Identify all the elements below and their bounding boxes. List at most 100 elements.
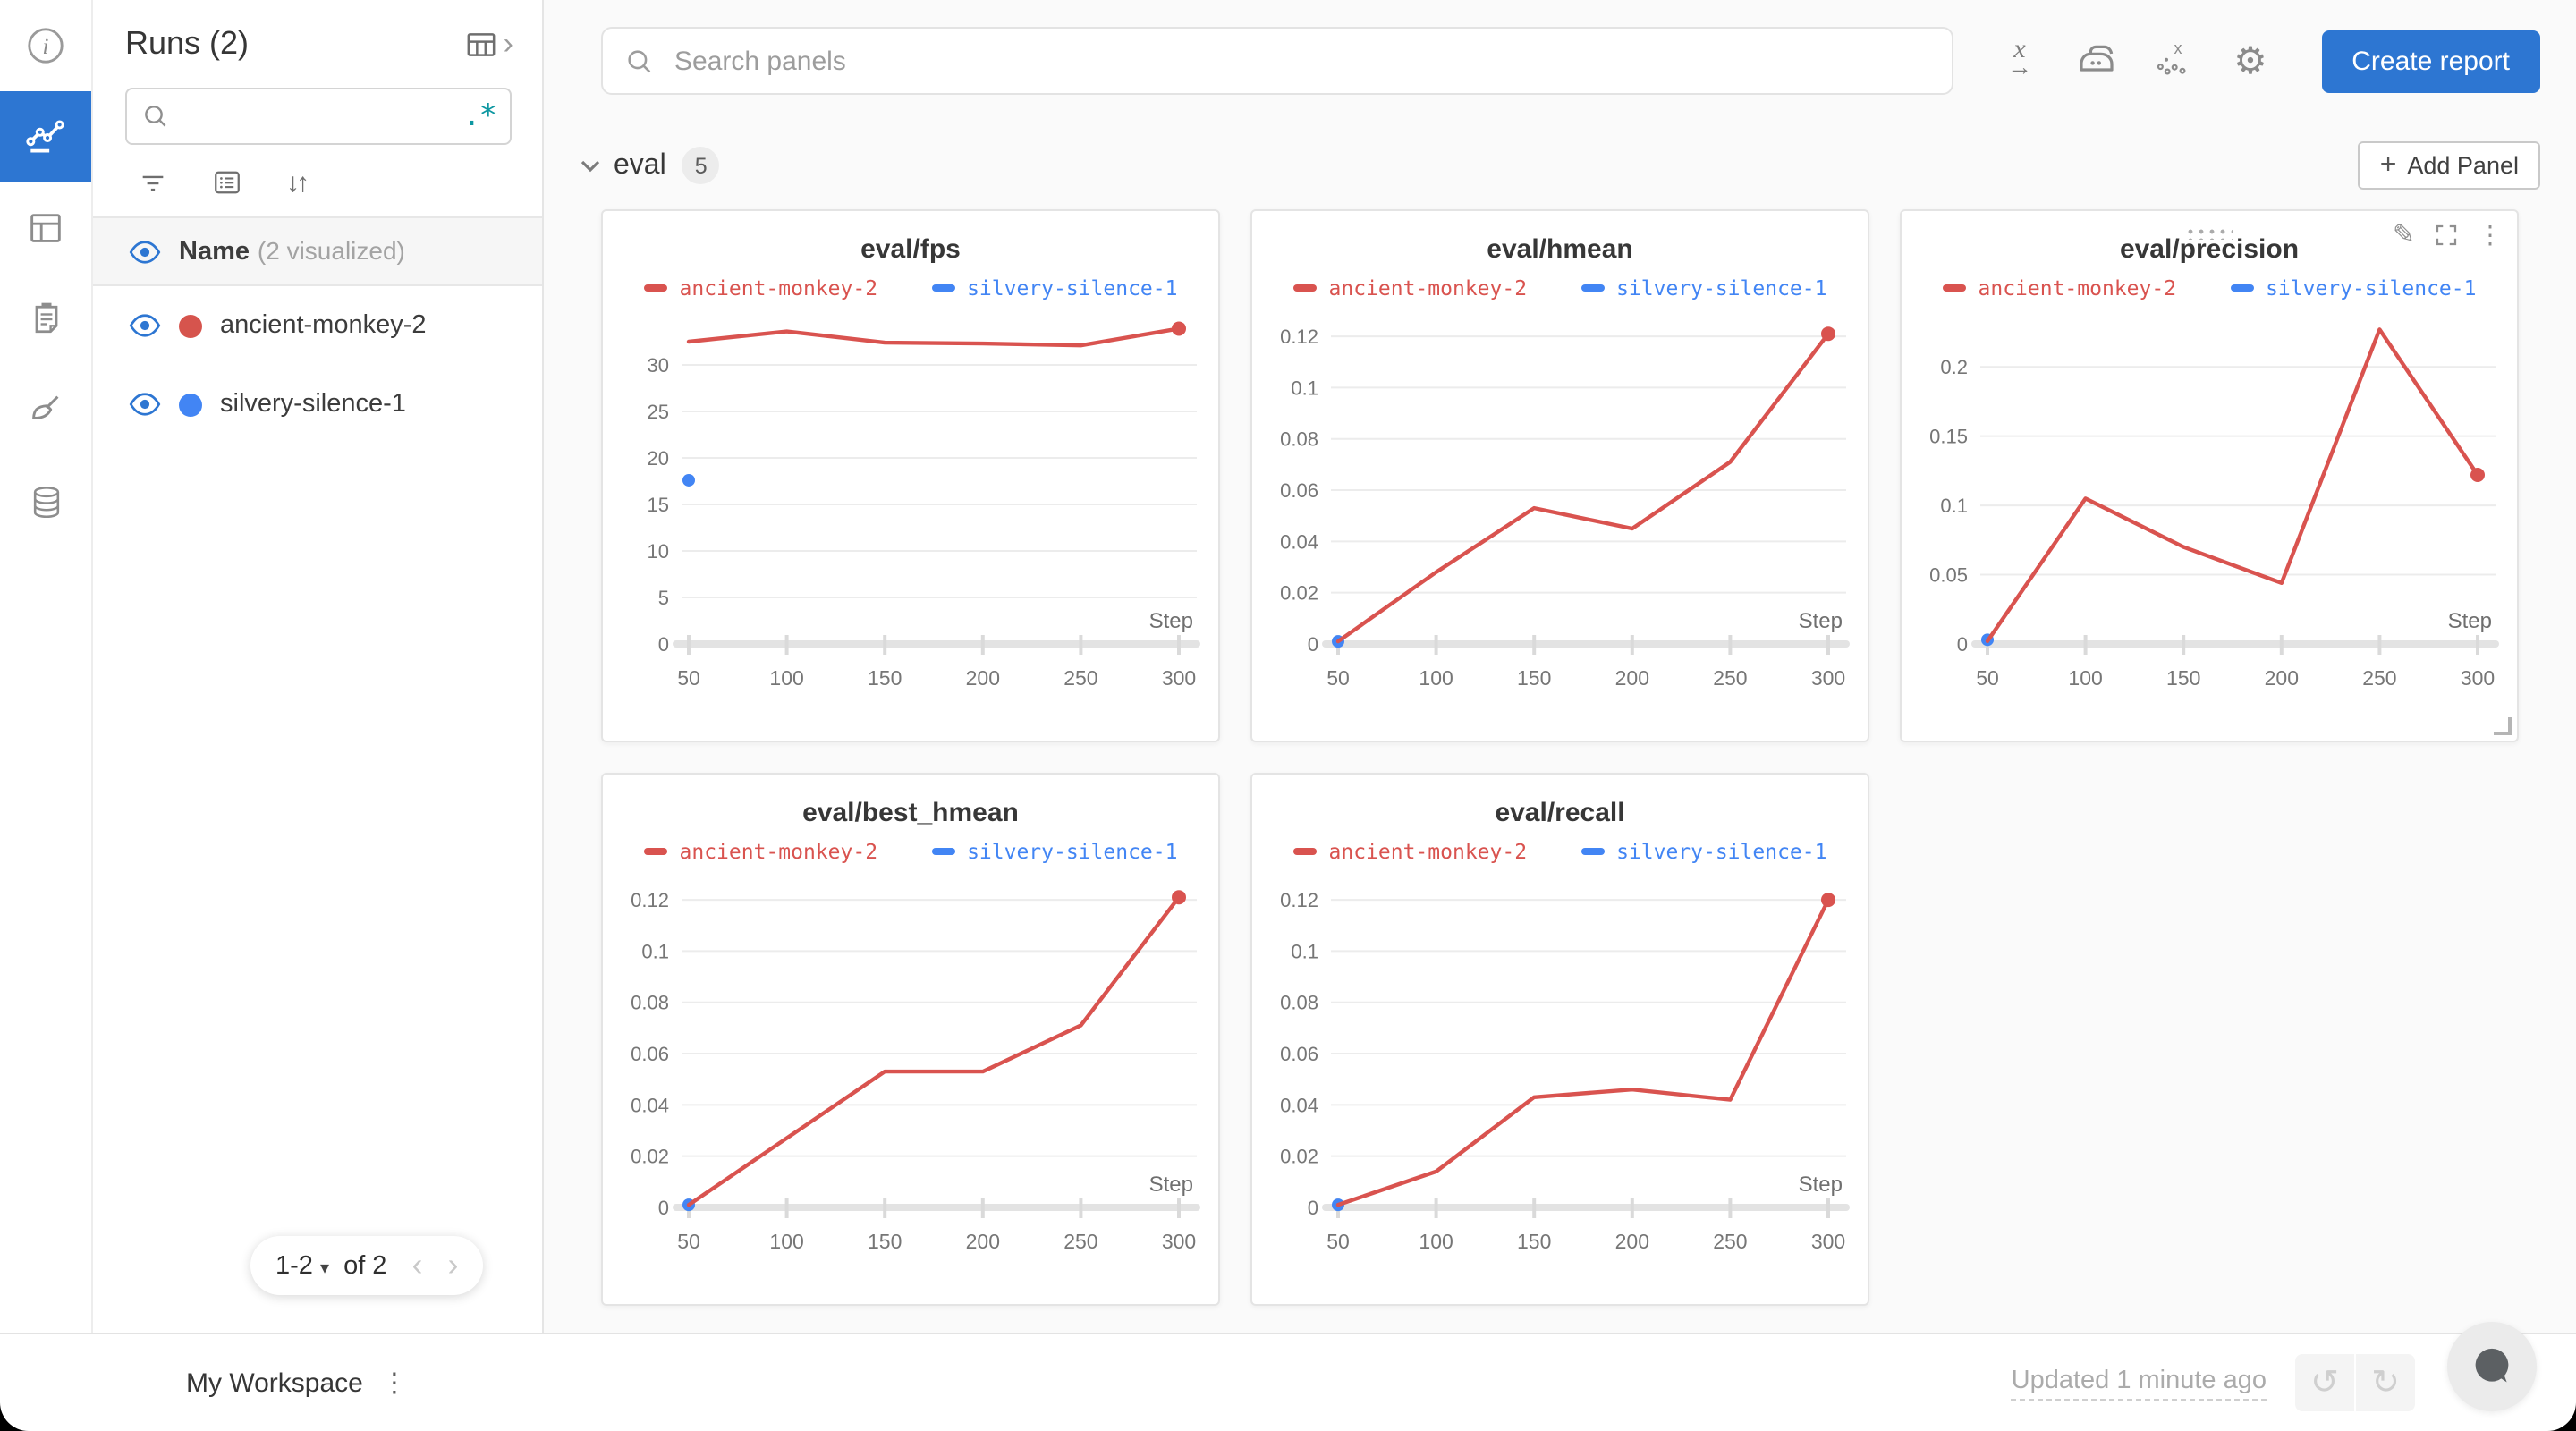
runs-column-header[interactable]: Name (2 visualized) (91, 216, 542, 286)
line-chart[interactable]: 0 0.02 0.04 0.06 0.08 0.1 0.12 50 100 150 200 250 30… (603, 871, 1222, 1272)
line-chart[interactable]: 0 0.02 0.04 0.06 0.08 0.1 0.12 50 100 150 200 250 30… (1252, 871, 1871, 1272)
drag-handle-icon[interactable] (2185, 227, 2233, 240)
data-point (1821, 326, 1835, 342)
smoothing-iron-icon[interactable] (2073, 38, 2120, 84)
legend-item[interactable]: ancient-monkey-2 (1942, 275, 2176, 301)
caret-down-icon: ▾ (320, 1258, 330, 1278)
section-title[interactable]: eval (614, 149, 666, 180)
expand-chevron-icon[interactable]: › (503, 26, 513, 60)
visibility-eye-icon[interactable] (129, 392, 161, 417)
nav-artifacts[interactable] (0, 456, 91, 547)
y-tick-label: 0.1 (1291, 940, 1318, 962)
chat-widget-button[interactable] (2447, 1322, 2537, 1411)
visibility-eye-icon[interactable] (129, 313, 161, 338)
nav-logs[interactable] (0, 274, 91, 365)
x-axis-settings-icon[interactable]: x → (2007, 35, 2032, 81)
run-name[interactable]: ancient-monkey-2 (220, 311, 427, 340)
line-chart[interactable]: 0 0.05 0.1 0.15 0.2 50 100 150 200 250 300 Step (1902, 308, 2521, 708)
outliers-icon[interactable]: x (2150, 38, 2197, 84)
next-page-button[interactable]: › (447, 1247, 459, 1283)
nav-overview[interactable]: i (0, 0, 91, 91)
y-tick-label: 0.05 (1929, 564, 1968, 587)
legend-swatch (1292, 284, 1317, 292)
group-list-icon[interactable] (211, 166, 243, 199)
x-tick-label: 100 (1419, 1230, 1453, 1253)
nav-charts[interactable] (0, 91, 91, 182)
x-tick-label: 100 (769, 1230, 803, 1253)
visibility-eye-icon[interactable] (129, 239, 161, 264)
legend-item[interactable]: ancient-monkey-2 (1292, 839, 1527, 864)
legend-item[interactable]: silvery-silence-1 (931, 275, 1177, 301)
legend-label: silvery-silence-1 (2266, 275, 2477, 301)
chart-panel[interactable]: ✎ ⋮ eval/precision ancient-monkey-2 silv… (1900, 209, 2519, 742)
x-axis-label: Step (1799, 609, 1843, 633)
runs-table-icon[interactable] (464, 26, 500, 62)
settings-gear-icon[interactable]: ⚙ (2233, 40, 2267, 81)
legend-item[interactable]: silvery-silence-1 (1580, 275, 1826, 301)
add-panel-button[interactable]: + Add Panel (2358, 141, 2540, 190)
panel-resize-handle[interactable] (2494, 717, 2512, 735)
legend-item[interactable]: silvery-silence-1 (2230, 275, 2476, 301)
x-axis-label: Step (1149, 1173, 1193, 1197)
fullscreen-icon[interactable] (2433, 221, 2460, 248)
legend-swatch (1292, 848, 1317, 855)
chart-panel[interactable]: ✎ ⋮ eval/recall ancient-monkey-2 silvery… (1250, 773, 1869, 1306)
filter-icon[interactable] (138, 167, 168, 198)
y-tick-label: 0 (1308, 633, 1318, 656)
regex-toggle-icon[interactable]: .* (462, 98, 497, 134)
redo-button[interactable]: ↻ (2354, 1354, 2415, 1411)
nav-tables[interactable] (0, 182, 91, 274)
x-tick-label: 300 (1162, 666, 1196, 690)
legend-item[interactable]: ancient-monkey-2 (643, 839, 877, 864)
x-tick-label: 250 (1713, 666, 1747, 690)
legend-item[interactable]: ancient-monkey-2 (1292, 275, 1527, 301)
legend-item[interactable]: ancient-monkey-2 (643, 275, 877, 301)
y-tick-label: 0.12 (1280, 326, 1318, 348)
panel-search-input[interactable] (671, 44, 1930, 78)
line-chart[interactable]: 0 5 10 15 20 25 30 50 100 150 200 250 300 Step (603, 308, 1222, 708)
sort-icon[interactable]: ↓↑ (286, 167, 309, 198)
nav-sweeps[interactable] (0, 365, 91, 456)
x-tick-label: 250 (1063, 666, 1097, 690)
x-tick-label: 200 (1615, 666, 1649, 690)
undo-button[interactable]: ↺ (2295, 1354, 2354, 1411)
run-search-input[interactable] (170, 101, 463, 131)
updated-timestamp[interactable]: Updated 1 minute ago (2011, 1366, 2267, 1400)
panel-search-box[interactable] (601, 27, 1953, 95)
legend-item[interactable]: silvery-silence-1 (931, 839, 1177, 864)
workspace-kebab-icon[interactable]: ⋮ (380, 1368, 408, 1399)
legend-swatch (1942, 284, 1966, 292)
section-collapse-chevron-icon[interactable] (580, 158, 601, 173)
run-name[interactable]: silvery-silence-1 (220, 390, 406, 419)
x-tick-label: 200 (2265, 666, 2299, 690)
x-tick-label: 300 (1811, 666, 1845, 690)
run-search-box[interactable]: .* (125, 88, 512, 145)
edit-panel-pencil-icon[interactable]: ✎ (2392, 220, 2415, 250)
panel-kebab-icon[interactable]: ⋮ (2478, 219, 2503, 248)
run-row[interactable]: ancient-monkey-2 (91, 286, 542, 365)
chart-panel[interactable]: ✎ ⋮ eval/hmean ancient-monkey-2 silvery-… (1250, 209, 1869, 742)
chart-legend: ancient-monkey-2 silvery-silence-1 (1252, 272, 1868, 304)
legend-item[interactable]: silvery-silence-1 (1580, 839, 1826, 864)
legend-label: silvery-silence-1 (967, 275, 1178, 301)
x-tick-label: 50 (1976, 666, 1999, 690)
line-chart[interactable]: 0 0.02 0.04 0.06 0.08 0.1 0.12 50 100 150 200 250 30… (1252, 308, 1871, 708)
y-tick-label: 0.08 (1280, 428, 1318, 451)
workspace-title[interactable]: My Workspace (186, 1367, 363, 1398)
chart-title: eval/fps (860, 234, 961, 265)
series-line (1985, 327, 2480, 644)
y-tick-label: 0.06 (631, 1043, 669, 1065)
clipboard-icon (34, 302, 57, 334)
run-row[interactable]: silvery-silence-1 (91, 365, 542, 444)
runs-pagination: 1-2 ▾ of 2 ‹ › (250, 1236, 484, 1295)
chart-panel[interactable]: ✎ ⋮ eval/fps ancient-monkey-2 silvery-si… (601, 209, 1220, 742)
chart-panel[interactable]: ✎ ⋮ eval/best_hmean ancient-monkey-2 sil… (601, 773, 1220, 1306)
x-tick-label: 300 (1162, 1230, 1196, 1253)
x-tick-label: 50 (677, 666, 700, 690)
x-tick-label: 200 (966, 666, 1000, 690)
y-tick-label: 0.2 (1940, 356, 1968, 378)
page-range-dropdown[interactable]: 1-2 ▾ (275, 1251, 330, 1280)
create-report-button[interactable]: Create report (2321, 30, 2540, 92)
prev-page-button[interactable]: ‹ (411, 1247, 423, 1283)
y-tick-label: 0.04 (1280, 1094, 1318, 1116)
